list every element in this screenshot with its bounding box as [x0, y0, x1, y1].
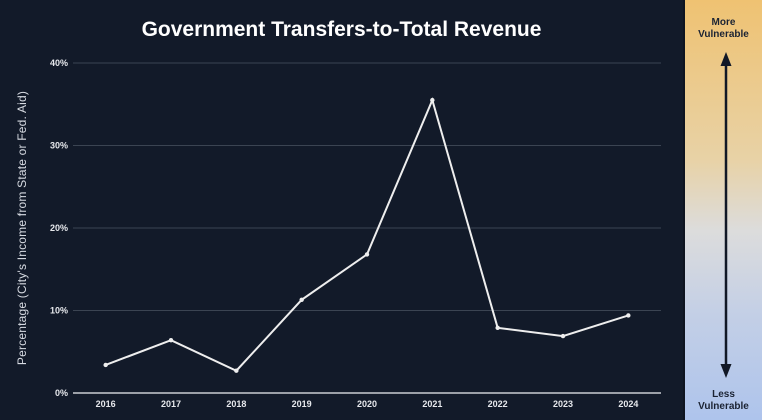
data-point: [299, 297, 304, 302]
x-tick-label: 2016: [96, 399, 116, 409]
data-point: [430, 97, 435, 103]
series-line: [105, 97, 629, 372]
y-tick-label: 30%: [50, 141, 68, 151]
chart-title: Government Transfers-to-Total Revenue: [141, 18, 542, 41]
y-tick-label: 40%: [50, 58, 68, 68]
double-arrow-icon: [720, 52, 732, 378]
less-vulnerable-line2: Vulnerable: [698, 401, 749, 412]
data-point: [168, 338, 174, 343]
x-tick-label: 2023: [553, 399, 573, 409]
less-vulnerable-label: Less Vulnerable: [685, 389, 762, 413]
data-point: [626, 313, 631, 318]
line-chart: 0% 10% 20% 30% 40% 2016 2017 2018 2019 2020 2021 20…: [50, 58, 661, 409]
more-vulnerable-label: More Vulnerable: [685, 17, 762, 41]
y-tick-label: 20%: [50, 223, 68, 233]
vulnerability-scale: More Vulnerable Less Vulnerable: [685, 0, 762, 420]
x-tick-label: 2021: [422, 399, 442, 409]
more-vulnerable-line2: Vulnerable: [698, 29, 749, 40]
more-vulnerable-line1: More: [711, 17, 736, 28]
panel-divider: [683, 0, 685, 420]
data-point: [364, 252, 370, 257]
x-tick-label: 2020: [357, 399, 377, 409]
data-point: [103, 362, 108, 368]
x-tick-label: 2018: [226, 399, 246, 409]
data-point: [495, 325, 500, 331]
data-point: [234, 368, 239, 373]
x-tick-label: 2019: [292, 399, 312, 409]
x-tick-label: 2022: [488, 399, 508, 409]
y-tick-label: 10%: [50, 306, 68, 316]
x-tick-label: 2024: [618, 399, 638, 409]
y-tick-label: 0%: [55, 388, 68, 398]
data-point: [560, 333, 566, 339]
less-vulnerable-line1: Less: [712, 389, 735, 400]
x-tick-label: 2017: [161, 399, 181, 409]
chart-panel: Government Transfers-to-Total Revenue Pe…: [15, 18, 661, 409]
